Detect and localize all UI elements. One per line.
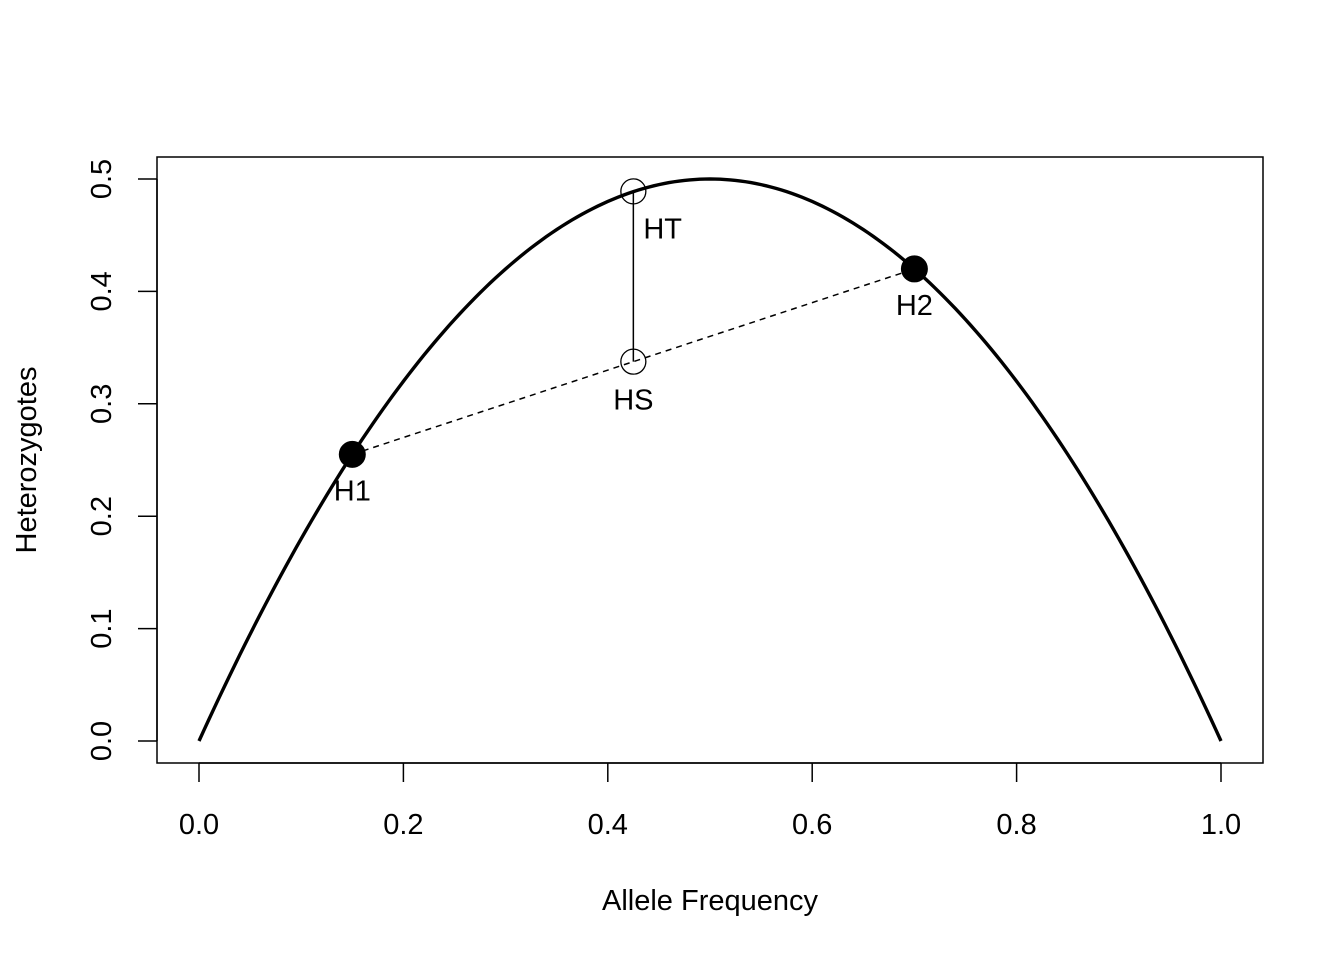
- point-h1: [338, 440, 366, 468]
- y-tick-label: 0.1: [86, 608, 118, 648]
- y-axis: 0.0 0.1 0.2 0.3 0.4 0.5: [86, 159, 158, 761]
- x-tick-label: 0.2: [383, 809, 423, 841]
- x-axis: 0.0 0.2 0.4 0.6 0.8 1.0: [179, 762, 1241, 841]
- y-tick-label: 0.3: [86, 384, 118, 424]
- point-label-h2: H2: [896, 290, 933, 322]
- chart-marks: H1 H2 HT HS: [197, 177, 1223, 742]
- point-hs: [620, 348, 647, 375]
- y-axis-title: Heterozygotes: [11, 367, 43, 554]
- x-tick-label: 0.4: [588, 809, 628, 841]
- x-tick-label: 0.0: [179, 809, 219, 841]
- point-label-hs: HS: [613, 385, 653, 417]
- y-tick-label: 0.2: [86, 496, 118, 536]
- y-tick-label: 0.4: [86, 271, 118, 311]
- x-tick-label: 0.6: [792, 809, 832, 841]
- plot-frame: [156, 156, 1264, 764]
- point-ht: [620, 178, 647, 205]
- x-tick-label: 0.8: [996, 809, 1036, 841]
- y-tick-label: 0.0: [86, 721, 118, 761]
- point-label-h1: H1: [334, 475, 371, 507]
- x-tick-label: 1.0: [1201, 809, 1241, 841]
- point-h2: [900, 255, 928, 283]
- y-tick-label: 0.5: [86, 159, 118, 199]
- heterozygosity-curve: [197, 177, 1223, 742]
- point-label-ht: HT: [643, 213, 682, 245]
- x-axis-title: Allele Frequency: [602, 885, 818, 917]
